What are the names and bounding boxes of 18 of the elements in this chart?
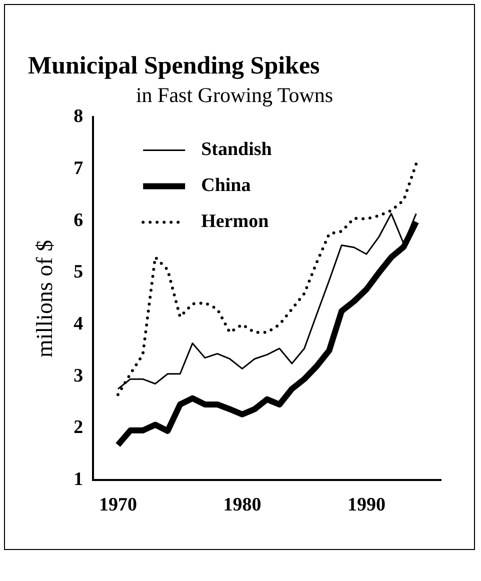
chart-title: Municipal Spending Spikes [28, 52, 320, 80]
y-tick-label: 3 [74, 365, 84, 386]
y-axis-title: millions of $ [32, 240, 57, 358]
y-tick-label: 7 [74, 158, 84, 179]
y-tick-label: 2 [74, 417, 84, 438]
y-tick-label: 5 [74, 262, 84, 283]
legend-label: China [201, 175, 252, 196]
y-tick-label: 1 [74, 469, 84, 490]
x-tick-label: 1970 [98, 494, 137, 516]
line-series [116, 162, 418, 396]
x-tick-label: 1980 [223, 494, 262, 516]
legend-label: Standish [201, 139, 272, 160]
y-tick-label: 6 [74, 210, 84, 231]
chart-subtitle: in Fast Growing Towns [136, 83, 334, 108]
legend-label: Hermon [201, 211, 270, 232]
y-tick-label: 8 [74, 106, 84, 128]
x-tick-label: 1990 [347, 494, 386, 516]
y-tick-label: 4 [74, 314, 84, 335]
